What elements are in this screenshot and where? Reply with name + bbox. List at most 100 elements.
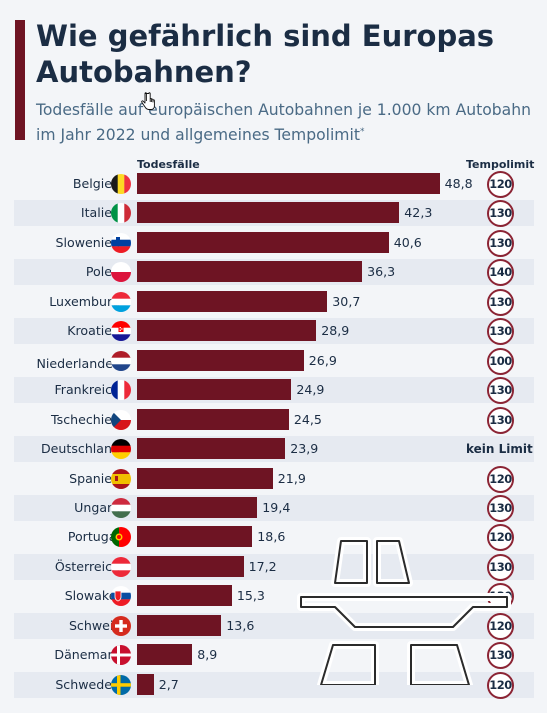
speed-limit-sign: 120: [487, 613, 514, 640]
country-name: Österreich: [54, 559, 120, 574]
country-name: Tschechien: [51, 412, 120, 427]
country-label: Slowakei: [65, 583, 120, 609]
bar-row: Österreich 17,2 130: [14, 554, 534, 581]
speed-limit-text: kein Limit: [466, 442, 533, 456]
chart-subtitle: Todesfälle auf europäischen Autobahnen j…: [36, 99, 541, 146]
bar-row: Deutschland 23,9 kein Limit: [14, 436, 534, 462]
country-name: Slowakei: [64, 588, 120, 603]
value-label: 19,4: [262, 500, 291, 515]
bar: [137, 438, 286, 459]
bar: [137, 615, 222, 636]
bar: [137, 202, 400, 223]
country-label: Ungarn: [74, 495, 120, 521]
country-name: Ungarn: [74, 500, 120, 515]
column-header-tempolimit: Tempolimit: [466, 158, 535, 171]
bar-row: Kroatien 28,9 130: [14, 318, 534, 345]
flag-sk-icon: [111, 586, 131, 606]
speed-limit-sign: 120: [487, 171, 514, 198]
country-label: Schweden: [55, 672, 120, 698]
value-label: 8,9: [197, 647, 218, 662]
bar: [137, 468, 273, 489]
value-label: 17,2: [248, 559, 277, 574]
bar-row: Dänemark 8,9 130: [14, 642, 534, 669]
highway-icon: [297, 537, 511, 685]
flag-fr-icon: [111, 380, 131, 400]
value-label: 48,8: [444, 176, 473, 191]
value-label: 24,9: [296, 382, 325, 397]
subtitle-text: Todesfälle auf europäischen Autobahnen j…: [36, 101, 532, 145]
speed-limit-sign: 130: [487, 495, 514, 522]
value-label: 42,3: [404, 205, 433, 220]
flag-pl-icon: [111, 262, 131, 282]
bar-row: Portugal 18,6 120: [14, 524, 534, 551]
country-name: Schweiz: [68, 618, 120, 633]
speed-limit-sign: 100: [487, 348, 514, 375]
speed-limit-sign: 140: [487, 259, 514, 286]
flag-ch-icon: [111, 616, 131, 636]
value-label: 2,7: [158, 677, 179, 692]
speed-limit-sign: 130: [487, 554, 514, 581]
bar-row: Polen 36,3 140: [14, 259, 534, 286]
bar: [137, 585, 232, 606]
country-label: Portugal: [68, 524, 120, 550]
flag-be-icon: [111, 174, 131, 194]
bar: [137, 320, 317, 341]
country-name: Niederlande: [36, 356, 113, 372]
bar-row: Italien 42,3 130: [14, 200, 534, 227]
speed-limit-sign: 130: [487, 642, 514, 669]
flag-at-icon: [111, 557, 131, 577]
country-label: Frankreich: [54, 377, 120, 403]
country-label: Spanien: [69, 466, 120, 492]
bar: [137, 674, 154, 695]
value-label: 21,9: [277, 471, 306, 486]
flag-de-icon: [111, 439, 131, 459]
bar: [137, 173, 440, 194]
flag-cz-icon: [111, 410, 131, 430]
country-label: Schweiz: [69, 613, 120, 639]
country-name: Deutschland: [40, 441, 120, 456]
bar: [137, 497, 258, 518]
flag-se-icon: [111, 675, 131, 695]
country-name: Kroatien: [67, 323, 120, 338]
bar: [137, 379, 292, 400]
country-name: Italien: [80, 205, 120, 220]
bar: [137, 261, 363, 282]
value-label: 36,3: [367, 264, 396, 279]
chart-title: Wie gefährlich sind Europas Autobahnen?: [36, 19, 495, 89]
value-label: 40,6: [393, 235, 422, 250]
speed-limit-sign: 130: [487, 230, 514, 257]
value-label: 30,7: [332, 294, 361, 309]
bar: [137, 350, 304, 371]
value-label: 24,5: [293, 412, 322, 427]
country-name: Schweden: [55, 677, 120, 692]
title-accent-bar: [15, 20, 25, 140]
bar-row: Spanien 21,9 120: [14, 466, 534, 493]
bar: [137, 556, 244, 577]
value-label: 15,3: [236, 588, 265, 603]
speed-limit-sign: 120: [487, 524, 514, 551]
country-label: Kroatien: [67, 318, 120, 344]
country-label: Niederlande**: [36, 348, 120, 374]
country-name: Frankreich: [54, 382, 120, 397]
value-label: 23,9: [290, 441, 319, 456]
subtitle-footnote-mark: *: [359, 127, 365, 137]
country-label: Luxemburg: [49, 289, 120, 315]
country-name: Luxemburg: [49, 294, 120, 309]
flag-nl-icon: [111, 351, 131, 371]
flag-dk-icon: [111, 645, 131, 665]
flag-lu-icon: [111, 292, 131, 312]
value-label: 18,6: [257, 529, 286, 544]
speed-limit-sign: 130: [487, 289, 514, 316]
bar-row: Frankreich 24,9 130: [14, 377, 534, 404]
speed-limit-sign: 130: [487, 377, 514, 404]
bar-row: Niederlande** 26,9 100: [14, 348, 534, 375]
bar-row: Luxemburg 30,7 130: [14, 289, 534, 316]
flag-it-icon: [111, 203, 131, 223]
bar: [137, 409, 289, 430]
flag-si-icon: [111, 233, 131, 253]
country-name: Spanien: [69, 471, 120, 486]
flag-hu-icon: [111, 498, 131, 518]
bar: [137, 232, 389, 253]
bar: [137, 291, 328, 312]
